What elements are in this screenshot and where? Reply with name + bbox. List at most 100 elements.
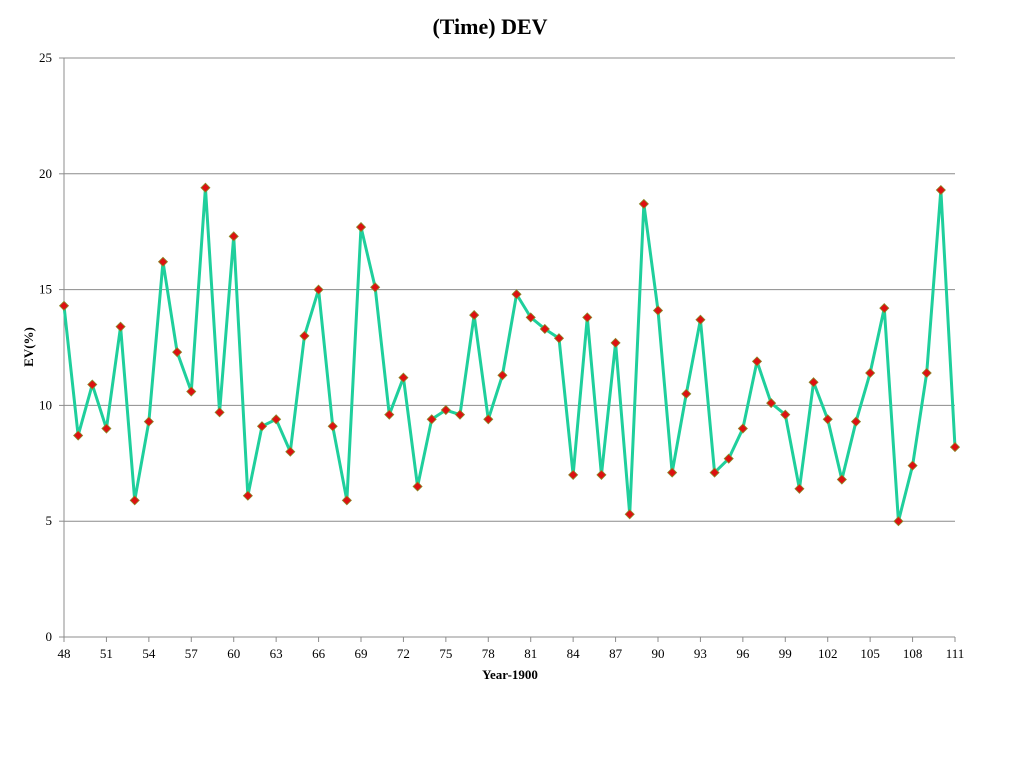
- x-tick-label: 78: [482, 646, 495, 661]
- x-tick-label: 105: [860, 646, 880, 661]
- data-point: [808, 377, 819, 388]
- data-point: [186, 386, 197, 397]
- data-point: [341, 495, 352, 506]
- data-point: [949, 442, 961, 453]
- data-point: [553, 333, 565, 344]
- data-point: [794, 483, 805, 494]
- x-tick-label: 66: [312, 646, 326, 661]
- data-point: [384, 409, 395, 420]
- x-tick-label: 69: [355, 646, 368, 661]
- y-tick-label: 25: [39, 50, 52, 65]
- x-tick-label: 87: [609, 646, 623, 661]
- data-point: [256, 421, 268, 432]
- y-tick-label: 0: [46, 629, 53, 644]
- data-point: [723, 453, 734, 464]
- y-tick-label: 10: [39, 397, 52, 412]
- x-tick-label: 63: [270, 646, 283, 661]
- data-point: [143, 416, 154, 427]
- x-tick-label: 72: [397, 646, 410, 661]
- x-tick-label: 60: [227, 646, 240, 661]
- data-point: [850, 416, 862, 427]
- data-point: [638, 198, 649, 209]
- x-tick-label: 75: [439, 646, 452, 661]
- data-point: [879, 303, 890, 314]
- data-point: [172, 347, 183, 358]
- x-tick-label: 57: [185, 646, 199, 661]
- x-tick-label: 51: [100, 646, 113, 661]
- data-point: [370, 282, 381, 293]
- data-point: [695, 314, 706, 325]
- chart-title: (Time) DEV: [432, 14, 547, 39]
- y-tick-label: 20: [39, 166, 52, 181]
- series-line: [62, 186, 957, 523]
- data-point: [865, 367, 876, 379]
- data-point: [780, 409, 791, 420]
- data-point: [539, 323, 550, 335]
- data-point: [440, 404, 451, 416]
- data-point: [907, 460, 918, 471]
- x-tick-label: 90: [652, 646, 665, 661]
- data-point: [836, 474, 847, 485]
- data-point: [497, 370, 508, 381]
- data-point: [525, 312, 536, 323]
- data-point: [681, 388, 692, 399]
- data-point: [751, 356, 763, 367]
- data-point: [228, 231, 239, 242]
- data-point: [483, 414, 494, 425]
- data-point: [87, 379, 98, 390]
- x-tick-label: 99: [779, 646, 792, 661]
- x-tick-label: 96: [736, 646, 750, 661]
- data-point: [652, 305, 664, 316]
- data-point: [709, 467, 720, 478]
- x-tick-label: 48: [58, 646, 71, 661]
- data-point: [129, 495, 140, 506]
- data-point: [58, 300, 70, 311]
- data-point: [893, 516, 904, 527]
- data-point: [327, 421, 338, 432]
- data-point: [454, 409, 466, 420]
- series-markers: [58, 182, 961, 527]
- data-point: [822, 414, 833, 425]
- data-point: [610, 337, 621, 348]
- x-tick-label: 108: [903, 646, 923, 661]
- x-tick-label: 111: [946, 646, 965, 661]
- x-tick-labels: 48 51 54 57 60 63 66 69 72 75 78 81 84 87 90 93 96 99 102 1…: [58, 646, 965, 661]
- data-point: [200, 182, 211, 193]
- data-point: [511, 289, 522, 300]
- data-point: [157, 256, 169, 267]
- y-axis-title: EV(%): [21, 327, 36, 367]
- data-point: [582, 312, 593, 323]
- data-point: [469, 310, 480, 321]
- data-point: [271, 414, 282, 425]
- y-tick-label: 15: [39, 282, 52, 297]
- data-point: [299, 330, 310, 341]
- data-point: [115, 321, 126, 332]
- data-point: [73, 430, 84, 441]
- data-point: [412, 481, 423, 492]
- axes: [59, 57, 956, 642]
- data-point: [596, 469, 607, 480]
- data-point: [667, 467, 678, 478]
- data-point: [398, 372, 409, 383]
- data-point: [935, 184, 946, 196]
- data-point: [214, 407, 225, 418]
- x-tick-label: 81: [524, 646, 537, 661]
- data-point: [624, 509, 635, 520]
- x-tick-label: 93: [694, 646, 707, 661]
- data-point: [242, 490, 253, 501]
- data-point: [921, 367, 932, 379]
- data-point: [737, 423, 748, 434]
- data-point: [313, 284, 324, 295]
- data-point: [285, 446, 296, 457]
- data-point: [766, 398, 777, 409]
- x-axis-title: Year-1900: [482, 667, 538, 682]
- y-tick-label: 5: [46, 513, 53, 528]
- x-tick-label: 102: [818, 646, 838, 661]
- data-point: [568, 469, 579, 480]
- data-point: [101, 423, 112, 434]
- x-tick-label: 54: [142, 646, 156, 661]
- x-tick-label: 84: [567, 646, 581, 661]
- y-tick-labels: 0 5 10 15 20 25: [39, 50, 52, 644]
- data-point: [426, 414, 437, 425]
